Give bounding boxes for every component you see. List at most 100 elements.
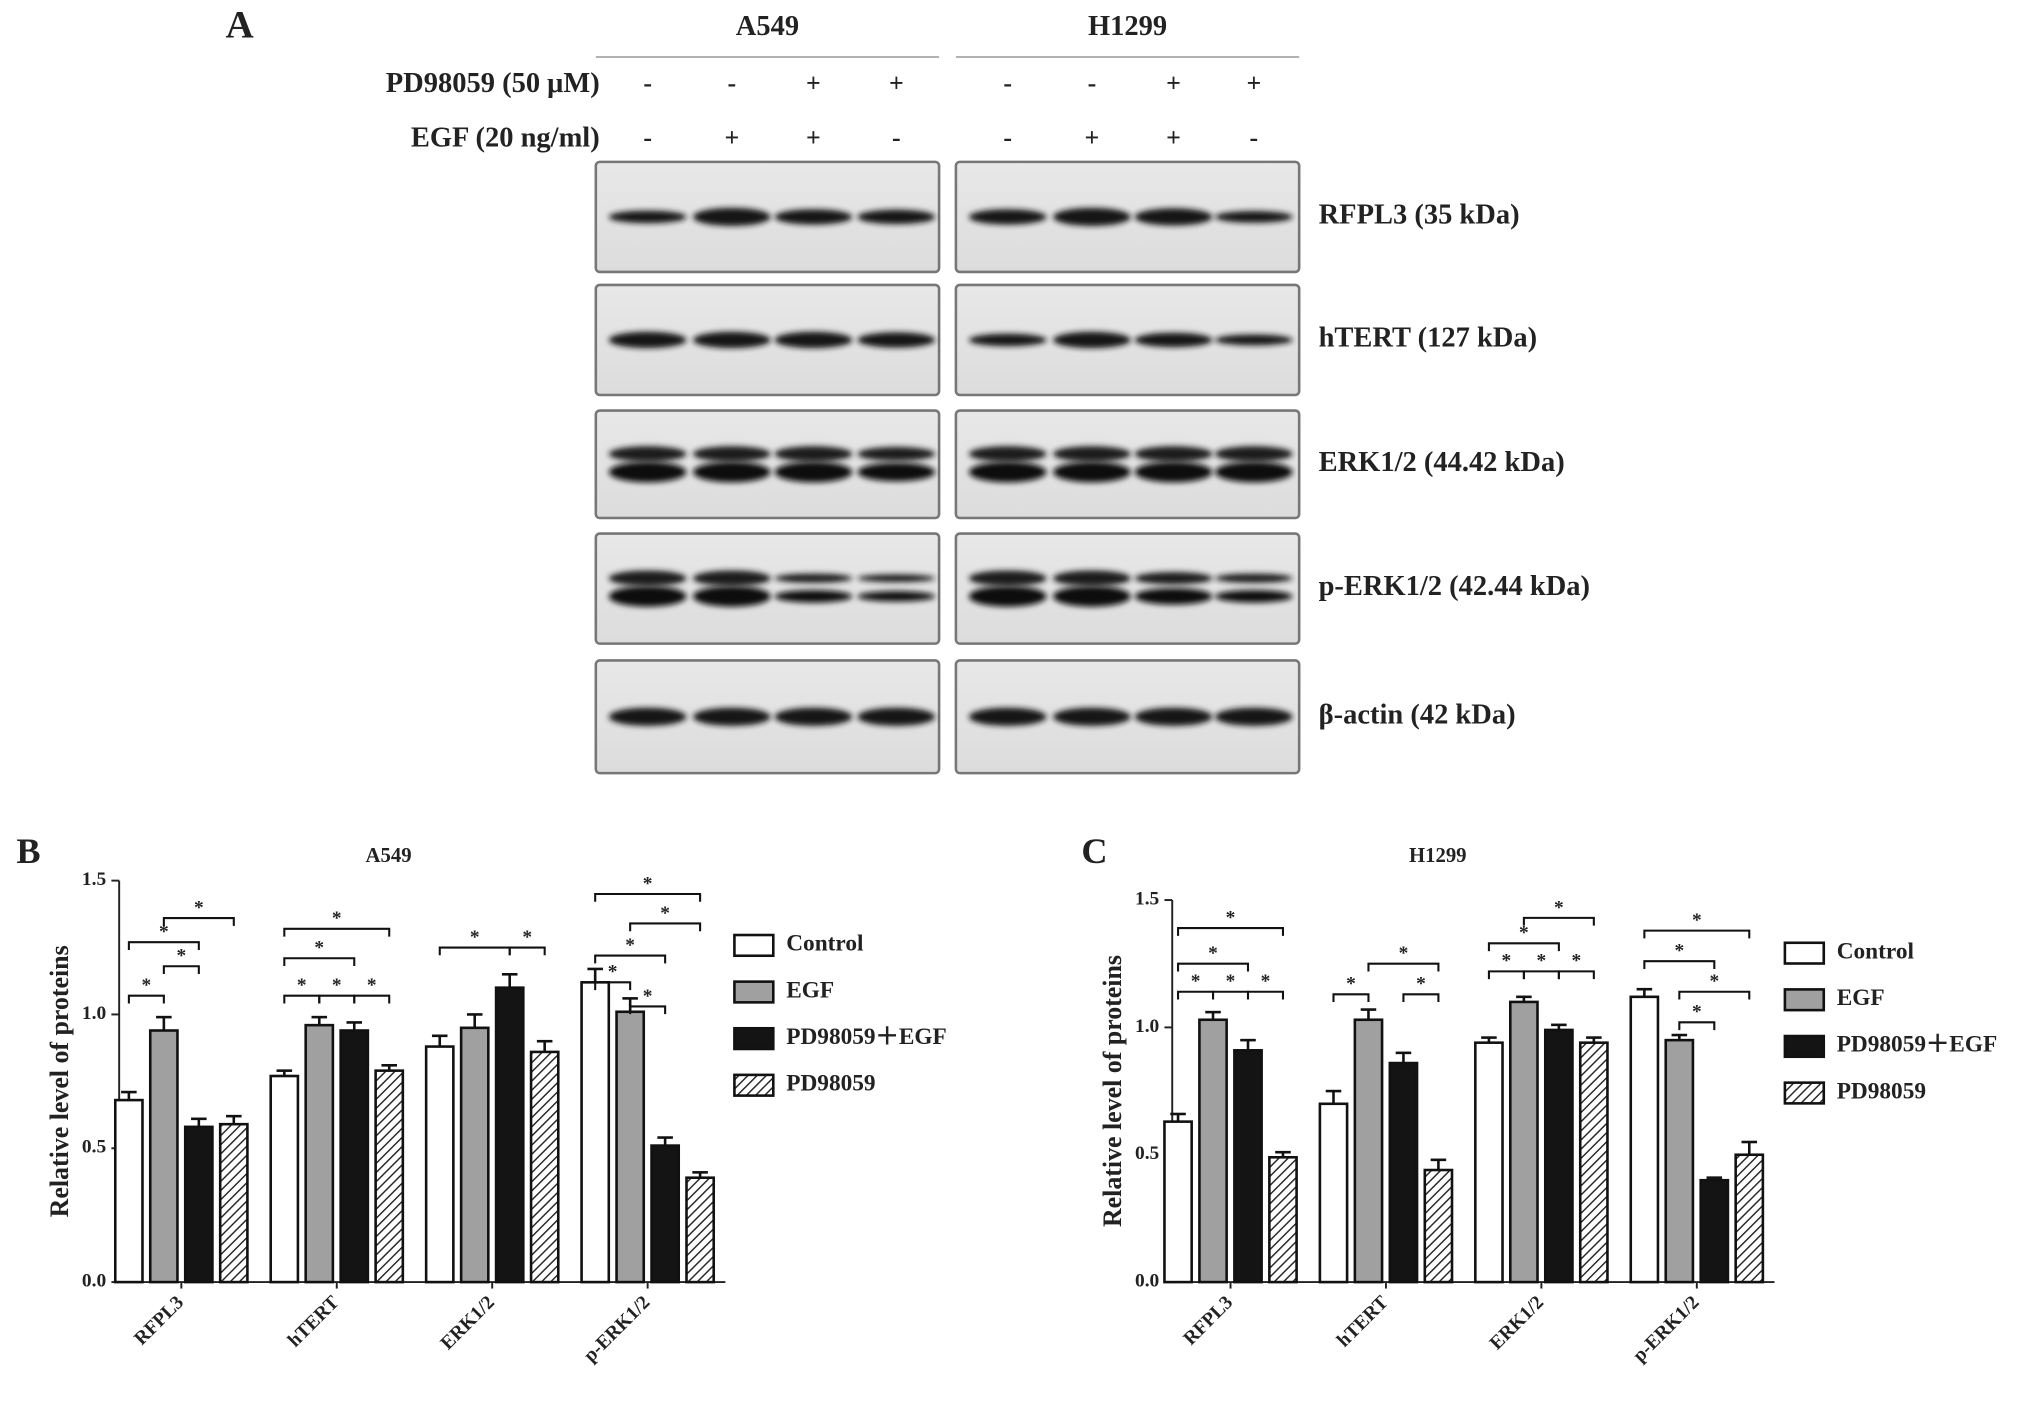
bar: [183, 1125, 214, 1284]
x-tick-label: p-ERK1/2: [580, 1292, 654, 1366]
y-tick-label: 0.0: [1135, 1271, 1159, 1292]
panel-label: C: [1081, 831, 1107, 871]
treatment-sign: +: [1166, 123, 1181, 152]
significance-bracket: [508, 946, 546, 956]
significance-label: *: [1191, 971, 1201, 992]
significance-bracket: [1367, 962, 1440, 972]
y-tick-label: 1.0: [1135, 1016, 1159, 1037]
x-tick-label: p-ERK1/2: [1629, 1292, 1703, 1366]
blot-membrane: [594, 532, 941, 645]
blot-band: [1214, 211, 1293, 223]
significance-label: *: [643, 873, 653, 894]
blot-band: [968, 707, 1047, 726]
legend-swatch: [1783, 1034, 1826, 1059]
blot-band: [692, 331, 771, 349]
protein-label: RFPL3 (35 kDa): [1319, 199, 1520, 230]
treatment-sign: +: [724, 123, 739, 152]
blot-membrane: [954, 409, 1301, 520]
bar: [1423, 1168, 1454, 1284]
legend-swatch: [1783, 1081, 1826, 1105]
blot-band: [857, 574, 936, 583]
bar: [1474, 1041, 1504, 1284]
significance-bracket: [283, 927, 391, 937]
bar: [529, 1050, 560, 1284]
blot-band: [1214, 590, 1293, 603]
significance-label: *: [643, 986, 653, 1007]
significance-bracket: [1211, 990, 1250, 1000]
blot-band: [774, 590, 853, 603]
blot-band: [1053, 461, 1131, 483]
x-tick-label: hTERT: [1333, 1292, 1392, 1351]
treatment-sign: +: [1085, 123, 1100, 152]
significance-bracket: [1522, 970, 1560, 980]
significance-bracket: [1487, 942, 1560, 952]
legend-swatch: [733, 1026, 775, 1051]
legend-label: Control: [786, 931, 864, 957]
treatment-sign: -: [643, 68, 652, 97]
significance-bracket: [283, 957, 356, 967]
legend-label: EGF: [1837, 985, 1885, 1011]
significance-label: *: [367, 975, 377, 996]
significance-label: *: [608, 962, 618, 983]
blot-band: [1134, 588, 1213, 605]
legend-label: PD98059＋EGF: [786, 1024, 947, 1050]
blot-band: [692, 446, 771, 462]
blot-band: [857, 446, 936, 461]
significance-label: *: [1692, 910, 1702, 931]
bar: [494, 986, 525, 1284]
blot-band: [857, 462, 936, 482]
treatment-sign: +: [1246, 68, 1261, 97]
legend-swatch: [1783, 941, 1826, 965]
legend-label: PD98059: [786, 1071, 875, 1097]
blot-band: [608, 210, 687, 224]
bar: [1664, 1038, 1695, 1284]
significance-label: *: [194, 897, 204, 918]
y-tick-label: 1.0: [82, 1003, 106, 1024]
legend-label: EGF: [786, 977, 834, 1003]
significance-bracket: [1487, 970, 1525, 980]
significance-label: *: [1226, 907, 1236, 928]
bar: [1629, 995, 1660, 1284]
bar: [1268, 1155, 1298, 1284]
blot-band: [857, 332, 936, 348]
blot-band: [608, 707, 687, 726]
blot-band: [1053, 586, 1131, 607]
blot-band: [968, 209, 1047, 225]
significance-label: *: [1226, 971, 1236, 992]
bar: [459, 1026, 490, 1284]
treatment-sign: +: [806, 68, 821, 97]
significance-bracket: [353, 994, 391, 1004]
significance-label: *: [1572, 951, 1582, 972]
panel-label: B: [16, 831, 40, 871]
significance-bracket: [1177, 990, 1215, 1000]
chart-title: A549: [366, 845, 412, 867]
x-tick-label: ERK1/2: [1486, 1292, 1548, 1354]
x-tick-label: hTERT: [284, 1292, 343, 1351]
bar: [1198, 1018, 1228, 1284]
blot-band: [692, 461, 771, 483]
significance-bracket: [283, 994, 321, 1004]
significance-label: *: [660, 903, 670, 924]
blot-band: [1053, 707, 1131, 726]
significance-bracket: [1643, 960, 1716, 969]
y-tick-label: 0.0: [82, 1271, 106, 1292]
blot-band: [692, 570, 771, 587]
bar: [113, 1098, 144, 1284]
significance-label: *: [1692, 1002, 1702, 1023]
blot-band: [1134, 208, 1213, 226]
significance-label: *: [332, 908, 342, 929]
significance-bracket: [438, 946, 511, 956]
bar: [1543, 1028, 1574, 1284]
legend-swatch: [733, 980, 775, 1004]
blot-band: [1134, 707, 1213, 726]
treatment-sign: -: [643, 123, 652, 152]
blot-band: [1134, 572, 1213, 585]
blot-band: [608, 461, 687, 483]
significance-label: *: [625, 935, 635, 956]
significance-bracket: [629, 922, 702, 932]
significance-bracket: [594, 954, 667, 964]
blot-band: [1214, 334, 1293, 346]
y-tick-label: 1.5: [82, 869, 106, 890]
significance-label: *: [1399, 943, 1409, 964]
bar: [1233, 1049, 1263, 1284]
